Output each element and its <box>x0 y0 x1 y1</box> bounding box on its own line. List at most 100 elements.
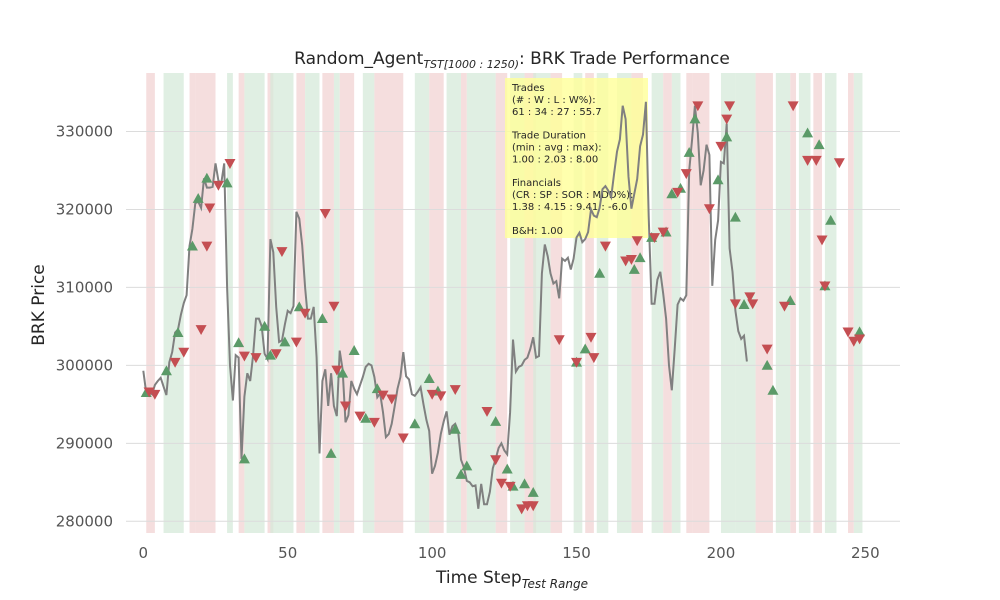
buy-marker <box>423 373 435 384</box>
sell-marker <box>481 406 493 417</box>
win-trade-band <box>362 73 375 533</box>
sell-marker <box>426 389 438 400</box>
y-tick-label: 300000 <box>56 356 113 374</box>
loss-trade-band <box>339 73 355 533</box>
buy-marker <box>192 193 204 203</box>
buy-marker <box>813 139 825 150</box>
buy-marker <box>802 127 814 138</box>
info-box-line: (min : avg : max): <box>512 143 602 154</box>
buy-marker <box>325 447 337 458</box>
loss-trade-band <box>189 73 196 533</box>
sell-marker <box>842 327 854 338</box>
buy-marker <box>501 463 513 474</box>
win-trade-band <box>671 73 681 533</box>
loss-trade-band <box>692 73 710 533</box>
info-box-line: B&H: 1.00 <box>512 226 563 237</box>
sell-marker <box>599 241 611 252</box>
buy-marker <box>729 211 741 222</box>
sell-marker <box>787 101 799 112</box>
buy-marker <box>449 423 461 434</box>
loss-trade-band <box>524 73 537 533</box>
sell-marker <box>178 347 190 358</box>
sell-marker <box>516 504 528 515</box>
loss-trade-band <box>374 73 404 533</box>
sell-marker <box>810 155 822 166</box>
buy-marker <box>160 365 172 376</box>
sell-marker <box>819 281 831 292</box>
buy-marker <box>721 131 733 142</box>
sell-marker <box>212 180 224 191</box>
sell-marker <box>747 299 759 310</box>
sell-marker <box>149 389 161 400</box>
sell-marker <box>319 208 331 219</box>
buy-marker <box>519 478 531 489</box>
loss-trade-band <box>461 73 467 533</box>
win-trade-band <box>573 73 583 533</box>
buy-marker <box>666 188 678 199</box>
info-box-line: 61 : 34 : 27 : 55.7 <box>512 107 602 118</box>
sell-marker <box>495 478 507 489</box>
sell-marker <box>802 155 814 166</box>
win-trade-band <box>244 73 265 533</box>
sell-marker <box>270 349 282 360</box>
chart-title-tail: : BRK Trade Performance <box>519 49 730 69</box>
buy-marker <box>689 113 701 124</box>
win-trade-band <box>414 73 430 533</box>
buy-marker <box>761 359 773 370</box>
sell-marker <box>276 247 288 258</box>
loss-trade-band <box>296 73 306 533</box>
buy-marker <box>712 174 724 185</box>
win-trade-band <box>651 73 664 533</box>
sell-marker <box>715 141 727 152</box>
x-tick-label: 250 <box>851 544 880 562</box>
sell-marker <box>224 159 236 169</box>
x-axis-label-main: Time Step <box>435 568 522 588</box>
sell-marker <box>833 158 845 169</box>
buy-marker <box>825 214 837 225</box>
info-box-line: 1.00 : 2.03 : 8.00 <box>512 154 598 165</box>
x-axis-label: Time StepTest Range <box>435 568 588 591</box>
sell-marker <box>553 335 565 346</box>
loss-trade-band <box>631 73 643 533</box>
buy-marker <box>233 337 245 348</box>
chart-title-subscript: TST[1000 : 1250) <box>423 58 519 71</box>
sell-marker <box>724 101 736 112</box>
chart-title: Random_AgentTST[1000 : 1250): BRK Trade … <box>294 49 730 71</box>
sell-markers <box>143 101 866 515</box>
loss-trade-band <box>686 73 693 533</box>
sell-marker <box>377 390 389 401</box>
buy-marker <box>738 299 750 309</box>
win-trade-band <box>270 73 294 533</box>
buy-marker <box>490 416 502 426</box>
loss-trade-band <box>755 73 773 533</box>
buy-marker <box>360 412 372 423</box>
sell-marker <box>631 236 643 247</box>
buy-marker <box>279 336 291 347</box>
y-axis-label: BRK Price <box>29 264 49 346</box>
buy-marker <box>264 349 276 360</box>
info-box-line: 1.38 : 4.15 : 9.41 : -6.0 <box>512 202 628 213</box>
buy-marker <box>634 252 646 263</box>
sell-marker <box>588 353 600 364</box>
sell-marker <box>290 337 302 348</box>
x-tick-label: 50 <box>278 544 297 562</box>
sell-marker <box>657 227 669 238</box>
info-box-line: Trade Duration <box>511 131 586 142</box>
buy-marker <box>201 172 213 183</box>
loss-trade-band <box>495 73 508 533</box>
info-box-line: Trades <box>511 83 545 94</box>
y-tick-label: 330000 <box>56 122 113 140</box>
sell-marker <box>721 114 733 125</box>
buy-marker <box>854 326 866 337</box>
x-tick-label: 100 <box>418 544 447 562</box>
win-trade-band <box>720 73 736 533</box>
win-trade-band <box>163 73 184 533</box>
loss-trade-band <box>322 73 334 533</box>
sell-marker <box>397 433 409 444</box>
win-trade-band <box>466 73 496 533</box>
sell-marker <box>585 332 597 343</box>
info-box-line: Financials <box>512 178 561 189</box>
sell-marker <box>680 169 692 180</box>
x-tick-label: 0 <box>139 544 149 562</box>
